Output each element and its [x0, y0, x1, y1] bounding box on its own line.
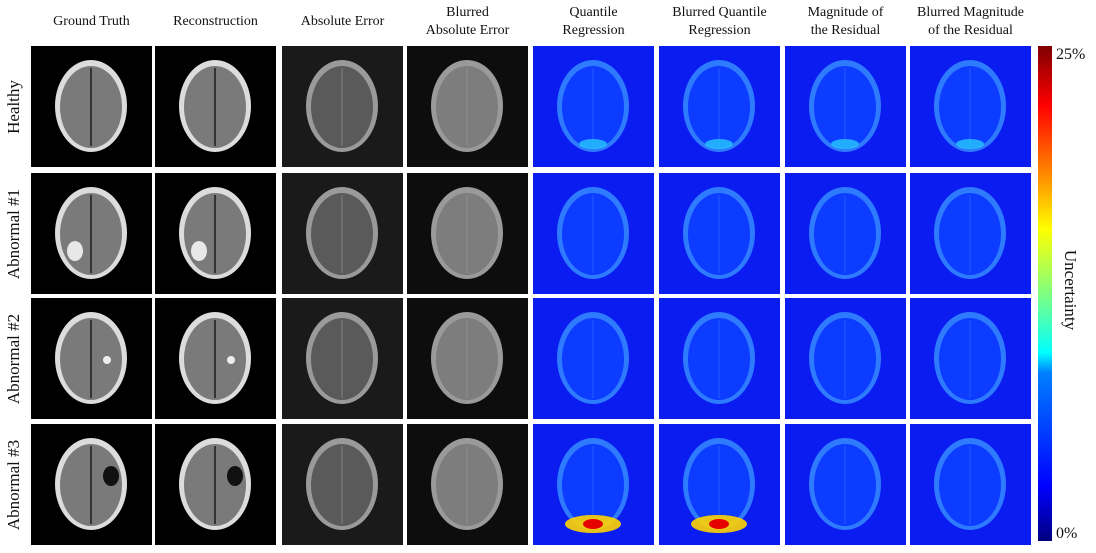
colorbar-title: Uncertainty: [1061, 249, 1080, 331]
image-tile: [533, 424, 654, 545]
image-tile: [785, 424, 906, 545]
image-tile: [407, 298, 528, 419]
image-tile: [407, 424, 528, 545]
column-header-line: Blurred: [446, 5, 489, 20]
column-header-line: Absolute Error: [425, 23, 510, 38]
column-header-line: Magnitude of: [807, 5, 884, 20]
image-tile: [282, 46, 403, 167]
image-tile: [31, 173, 152, 294]
column-header-line: Blurred Quantile: [672, 5, 767, 20]
image-tile: [407, 173, 528, 294]
image-tile: [155, 424, 276, 545]
column-header-7: Magnitude of the Residual: [784, 4, 908, 40]
column-header-line: Quantile: [569, 5, 618, 20]
image-tile: [155, 298, 276, 419]
column-header-line: Blurred Magnitude: [917, 5, 1024, 20]
row-label-4: Abnormal #3: [4, 439, 23, 530]
column-header-8: Blurred Magnitude of the Residual: [909, 4, 1033, 40]
image-tile: [910, 298, 1031, 419]
image-tile: [282, 298, 403, 419]
column-header-2: Reconstruction: [154, 13, 278, 31]
column-header-line: Regression: [688, 23, 751, 38]
column-header-line: Ground Truth: [53, 14, 130, 29]
row-label-2: Abnormal #1: [4, 188, 23, 279]
colorbar-max-label: 25%: [1056, 46, 1086, 63]
image-tile: [155, 173, 276, 294]
colorbar-min-label: 0%: [1056, 525, 1078, 542]
image-tile: [910, 173, 1031, 294]
column-header-4: Blurred Absolute Error: [406, 4, 530, 40]
image-tile: [155, 46, 276, 167]
column-header-line: of the Residual: [928, 23, 1013, 38]
image-tile: [282, 173, 403, 294]
image-tile: [533, 46, 654, 167]
image-tile: [407, 46, 528, 167]
uncertainty-colorbar: [1038, 46, 1052, 541]
column-header-line: Absolute Error: [300, 14, 385, 29]
column-header-line: Reconstruction: [173, 14, 258, 29]
column-header-line: the Residual: [810, 23, 881, 38]
image-tile: [31, 424, 152, 545]
image-tile: [785, 46, 906, 167]
image-tile: [31, 298, 152, 419]
image-tile: [659, 424, 780, 545]
column-header-6: Blurred Quantile Regression: [658, 4, 782, 40]
row-label-3: Abnormal #2: [4, 313, 23, 404]
image-tile: [533, 173, 654, 294]
column-header-5: Quantile Regression: [532, 4, 656, 40]
image-tile: [659, 173, 780, 294]
column-header-line: Regression: [562, 23, 625, 38]
column-header-3: Absolute Error: [281, 13, 405, 31]
column-header-1: Ground Truth: [30, 13, 154, 31]
row-label-1: Healthy: [4, 79, 24, 134]
image-tile: [282, 424, 403, 545]
image-tile: [910, 46, 1031, 167]
image-tile: [31, 46, 152, 167]
image-tile: [785, 298, 906, 419]
image-tile: [659, 298, 780, 419]
image-tile: [785, 173, 906, 294]
image-tile: [910, 424, 1031, 545]
image-tile: [659, 46, 780, 167]
image-tile: [533, 298, 654, 419]
